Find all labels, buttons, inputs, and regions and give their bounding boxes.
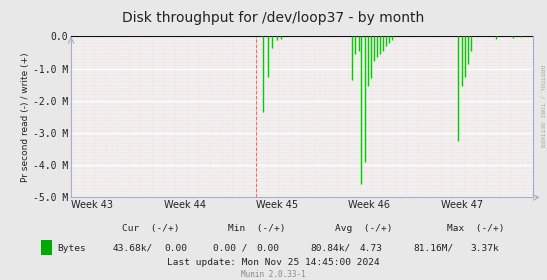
Text: RRDTOOL / TOBI OETIKER: RRDTOOL / TOBI OETIKER bbox=[539, 65, 544, 148]
Text: 0.00 /: 0.00 / bbox=[213, 244, 248, 253]
Text: 4.73: 4.73 bbox=[360, 244, 383, 253]
Text: Avg  (-/+): Avg (-/+) bbox=[335, 224, 393, 233]
Text: Bytes: Bytes bbox=[57, 244, 86, 253]
Text: Disk throughput for /dev/loop37 - by month: Disk throughput for /dev/loop37 - by mon… bbox=[123, 11, 424, 25]
Text: Max  (-/+): Max (-/+) bbox=[447, 224, 505, 233]
Y-axis label: Pr second read (-) / write (+): Pr second read (-) / write (+) bbox=[21, 52, 30, 182]
Text: Min  (-/+): Min (-/+) bbox=[228, 224, 286, 233]
Text: 0.00: 0.00 bbox=[256, 244, 279, 253]
Text: 0.00: 0.00 bbox=[164, 244, 187, 253]
Text: 80.84k/: 80.84k/ bbox=[311, 244, 351, 253]
Text: Cur  (-/+): Cur (-/+) bbox=[121, 224, 179, 233]
Text: 3.37k: 3.37k bbox=[470, 244, 499, 253]
Text: 43.68k/: 43.68k/ bbox=[112, 244, 153, 253]
Text: Munin 2.0.33-1: Munin 2.0.33-1 bbox=[241, 270, 306, 279]
Text: 81.16M/: 81.16M/ bbox=[413, 244, 453, 253]
Text: Last update: Mon Nov 25 14:45:00 2024: Last update: Mon Nov 25 14:45:00 2024 bbox=[167, 258, 380, 267]
